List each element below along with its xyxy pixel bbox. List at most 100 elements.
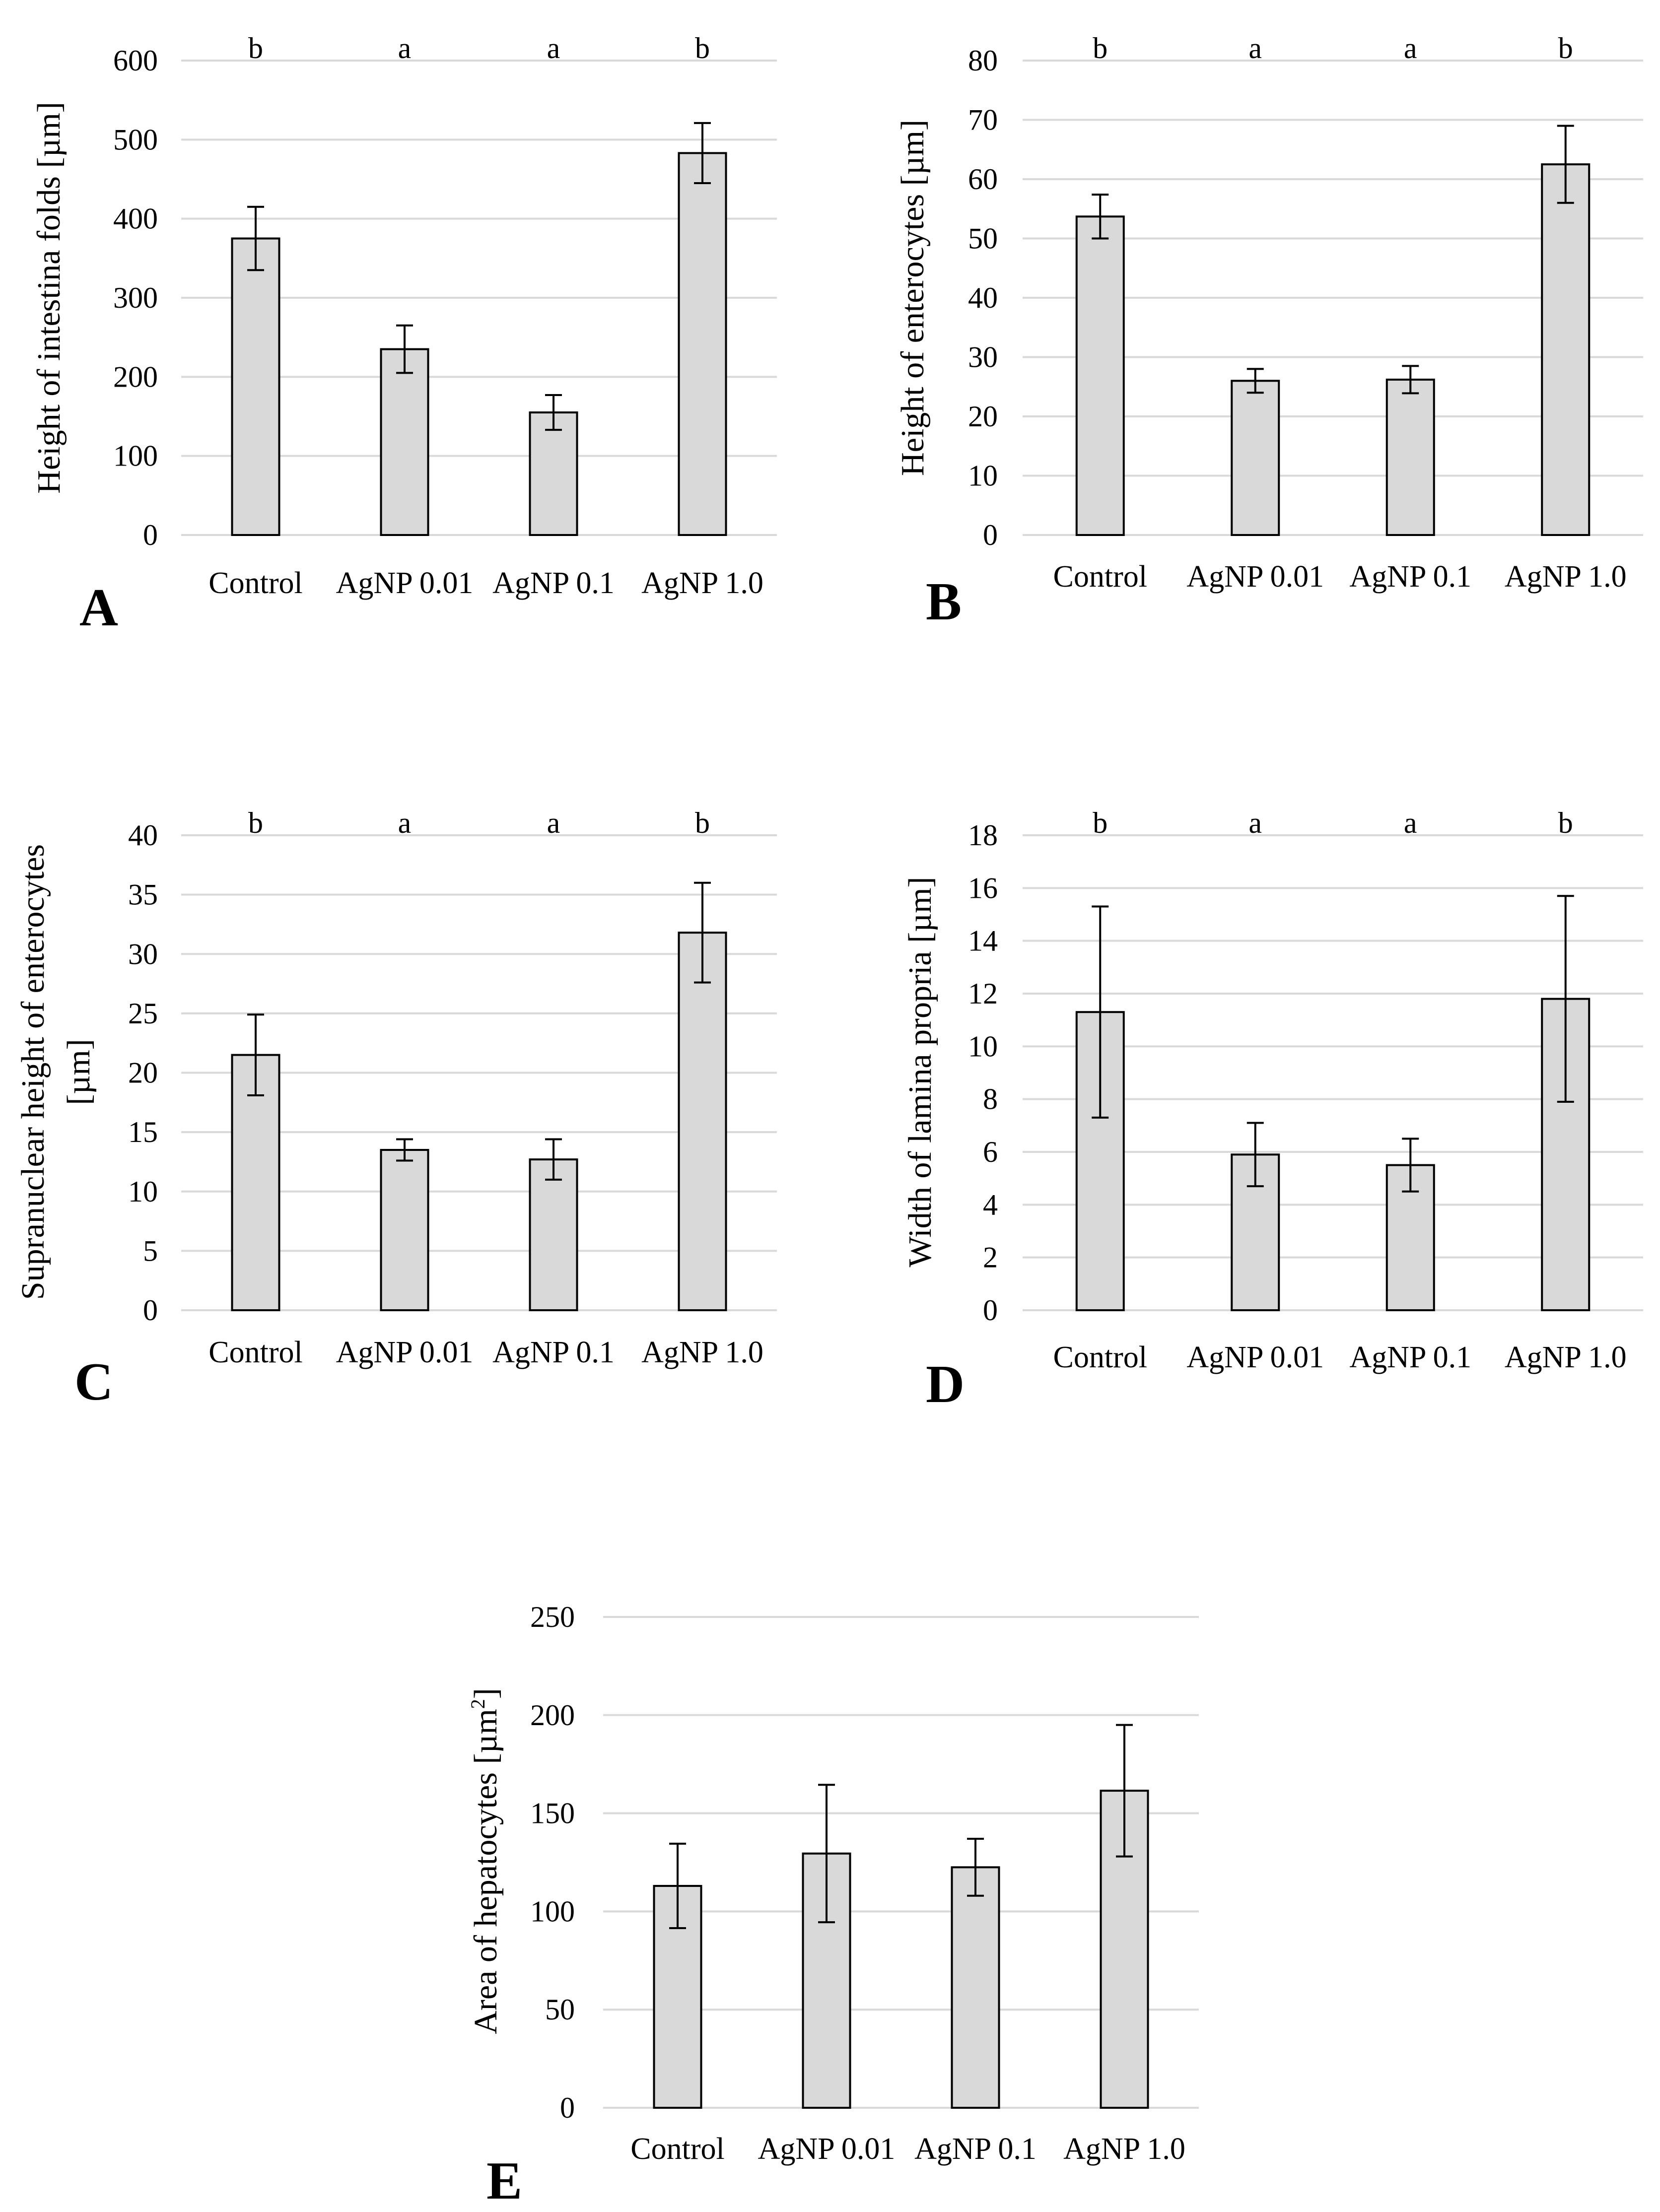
panel-letter: E bbox=[486, 2151, 522, 2211]
y-tick-label: 20 bbox=[968, 400, 998, 433]
y-tick-label: 40 bbox=[128, 819, 158, 852]
significance-label: b bbox=[695, 806, 710, 839]
category-label: AgNP 0.01 bbox=[1186, 1341, 1324, 1374]
category-label: AgNP 0.1 bbox=[492, 1336, 615, 1369]
y-tick-label: 300 bbox=[113, 281, 158, 314]
significance-label: b bbox=[1558, 32, 1573, 65]
category-label: Control bbox=[208, 1336, 302, 1369]
y-tick-label: 20 bbox=[128, 1057, 158, 1089]
bar bbox=[1541, 163, 1591, 536]
y-tick-label: 16 bbox=[968, 871, 998, 904]
bar bbox=[678, 932, 727, 1312]
panel-letter: B bbox=[926, 572, 962, 631]
y-axis-label: Supranuclear height of enterocytes bbox=[15, 844, 51, 1300]
category-label: AgNP 0.01 bbox=[336, 1336, 474, 1369]
y-tick-label: 10 bbox=[968, 460, 998, 492]
bar bbox=[231, 1054, 280, 1312]
category-label: AgNP 1.0 bbox=[1063, 2132, 1185, 2166]
y-tick-label: 150 bbox=[530, 1797, 575, 1830]
category-label: AgNP 0.01 bbox=[758, 2132, 896, 2166]
y-tick-label: 10 bbox=[968, 1030, 998, 1063]
significance-label: a bbox=[1248, 806, 1262, 839]
category-label: AgNP 0.1 bbox=[1349, 560, 1471, 594]
y-tick-label: 35 bbox=[128, 878, 158, 911]
y-tick-label: 18 bbox=[968, 819, 998, 852]
y-axis-label-unit: [µm] bbox=[61, 1039, 97, 1105]
y-tick-label: 0 bbox=[983, 519, 998, 551]
y-axis-label-text: Width of lamina propria [µm] bbox=[902, 877, 938, 1268]
significance-label: a bbox=[1248, 32, 1262, 65]
chart-panel-c: 0 5 10 15 20 25 30 35 40 b Control a AgNP 0.01 a AgNP … bbox=[15, 806, 777, 1411]
y-tick-label: 15 bbox=[128, 1116, 158, 1148]
y-tick-label: 6 bbox=[983, 1136, 998, 1168]
bar bbox=[231, 237, 280, 536]
y-tick-label: 30 bbox=[968, 341, 998, 374]
y-tick-label: 8 bbox=[983, 1083, 998, 1116]
y-axis-label-end: ] bbox=[468, 1688, 504, 1699]
category-label: Control bbox=[1053, 1341, 1147, 1374]
bar bbox=[380, 1149, 429, 1311]
bar bbox=[529, 411, 578, 536]
category-label: AgNP 0.01 bbox=[1186, 560, 1324, 594]
bar bbox=[1075, 215, 1125, 536]
category-label: AgNP 1.0 bbox=[1505, 1341, 1627, 1374]
y-tick-label: 200 bbox=[530, 1699, 575, 1732]
category-label: AgNP 0.01 bbox=[336, 566, 474, 600]
y-tick-label: 12 bbox=[968, 977, 998, 1010]
y-tick-label: 50 bbox=[545, 1993, 575, 2026]
y-tick-label: 0 bbox=[983, 1294, 998, 1327]
y-tick-label: 60 bbox=[968, 163, 998, 196]
significance-label: b bbox=[248, 32, 263, 65]
y-axis-label-superscript: 2 bbox=[467, 1699, 489, 1709]
chart-panel-d: 0 2 4 6 8 10 12 14 16 18 b Control a AgNP 0.01 a AgNP 0… bbox=[902, 806, 1643, 1414]
y-axis-label: Height of intestina folds [µm] bbox=[31, 102, 67, 494]
significance-label: a bbox=[547, 32, 560, 65]
y-tick-label: 250 bbox=[530, 1601, 575, 1633]
y-tick-label: 4 bbox=[983, 1188, 998, 1221]
y-tick-label: 5 bbox=[143, 1234, 158, 1267]
y-tick-label: 2 bbox=[983, 1241, 998, 1274]
bar bbox=[529, 1158, 578, 1312]
y-tick-label: 80 bbox=[968, 44, 998, 77]
y-tick-label: 0 bbox=[560, 2091, 575, 2124]
y-axis-label-text: Height of enterocytes [µm] bbox=[895, 120, 931, 476]
category-label: Control bbox=[630, 2132, 724, 2166]
y-tick-label: 200 bbox=[113, 360, 158, 393]
chart-panel-a: 0 100 200 300 400 500 600 b Control a AgNP 0.01 a Ag… bbox=[31, 32, 777, 637]
y-axis-label: Height of enterocytes [µm] bbox=[895, 120, 931, 476]
category-label: AgNP 0.1 bbox=[1349, 1341, 1471, 1374]
panel-letter: C bbox=[74, 1352, 113, 1411]
y-tick-label: 500 bbox=[113, 123, 158, 156]
significance-label: b bbox=[1093, 806, 1107, 839]
y-tick-label: 400 bbox=[113, 202, 158, 235]
bar bbox=[1231, 380, 1280, 536]
y-tick-label: 70 bbox=[968, 104, 998, 136]
y-tick-label: 30 bbox=[128, 938, 158, 970]
y-tick-label: 100 bbox=[530, 1895, 575, 1928]
significance-label: b bbox=[248, 806, 263, 839]
bar bbox=[380, 348, 429, 536]
category-label: AgNP 1.0 bbox=[641, 566, 763, 600]
category-label: AgNP 0.1 bbox=[492, 566, 615, 600]
bar bbox=[678, 152, 727, 536]
y-axis-label-text: Area of hepatocytes [µm bbox=[468, 1709, 504, 2034]
y-axis-label: Width of lamina propria [µm] bbox=[902, 877, 938, 1268]
y-tick-label: 0 bbox=[143, 519, 158, 551]
y-tick-label: 25 bbox=[128, 997, 158, 1030]
y-tick-label: 50 bbox=[968, 222, 998, 255]
y-axis-label-text: Supranuclear height of enterocytes bbox=[15, 844, 51, 1300]
y-tick-label: 0 bbox=[143, 1294, 158, 1327]
y-axis-label: Area of hepatocytes [µm2] bbox=[467, 1688, 504, 2034]
significance-label: a bbox=[398, 806, 412, 839]
bar bbox=[951, 1866, 1000, 2109]
category-label: AgNP 1.0 bbox=[641, 1336, 763, 1369]
category-label: Control bbox=[208, 566, 302, 600]
significance-label: a bbox=[398, 32, 412, 65]
bar bbox=[1385, 378, 1435, 536]
y-tick-label: 40 bbox=[968, 281, 998, 314]
y-tick-label: 100 bbox=[113, 440, 158, 472]
chart-panel-b: 0 10 20 30 40 50 60 70 80 b Control a AgNP 0.01 a AgNP… bbox=[895, 32, 1643, 631]
significance-label: a bbox=[1404, 32, 1417, 65]
y-tick-label: 14 bbox=[968, 925, 998, 957]
